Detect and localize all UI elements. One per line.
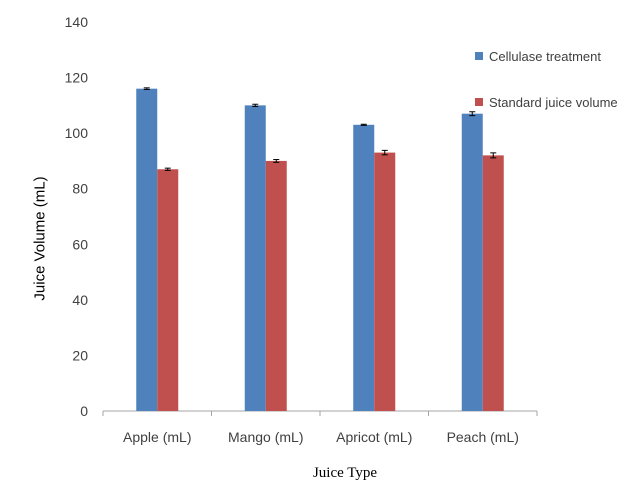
bar-cellulase xyxy=(136,88,158,411)
y-tick-label: 120 xyxy=(65,70,89,86)
legend-item-standard: Standard juice volume xyxy=(475,92,618,112)
x-tick-label: Mango (mL) xyxy=(228,429,303,445)
x-tick-label: Apricot (mL) xyxy=(336,429,412,445)
y-tick-label: 100 xyxy=(65,125,89,141)
x-tick-label: Apple (mL) xyxy=(123,429,191,445)
bar-standard xyxy=(265,160,287,411)
y-tick-label: 60 xyxy=(72,236,88,252)
x-tick-label: Peach (mL) xyxy=(447,429,519,445)
bar-cellulase xyxy=(244,105,266,411)
y-axis-title: Juice Volume (mL) xyxy=(31,176,49,301)
bar-cellulase xyxy=(461,113,483,411)
bar-cellulase xyxy=(353,124,375,412)
y-tick-label: 40 xyxy=(72,292,88,308)
y-tick-label: 0 xyxy=(80,403,88,419)
legend-swatch-standard xyxy=(475,98,483,106)
bar-standard xyxy=(157,169,179,411)
y-tick-label: 80 xyxy=(72,181,88,197)
y-tick-label: 140 xyxy=(65,14,89,30)
legend-swatch-cellulase xyxy=(475,52,483,60)
bar-standard xyxy=(482,155,504,411)
y-tick-label: 20 xyxy=(72,347,88,363)
bar-standard xyxy=(374,152,396,412)
legend-label-cellulase: Cellulase treatment xyxy=(489,48,601,64)
legend-item-cellulase: Cellulase treatment xyxy=(475,46,618,66)
x-axis-title: Juice Type xyxy=(312,465,378,481)
legend-label-standard: Standard juice volume xyxy=(489,94,618,110)
legend: Cellulase treatment Standard juice volum… xyxy=(475,46,618,138)
